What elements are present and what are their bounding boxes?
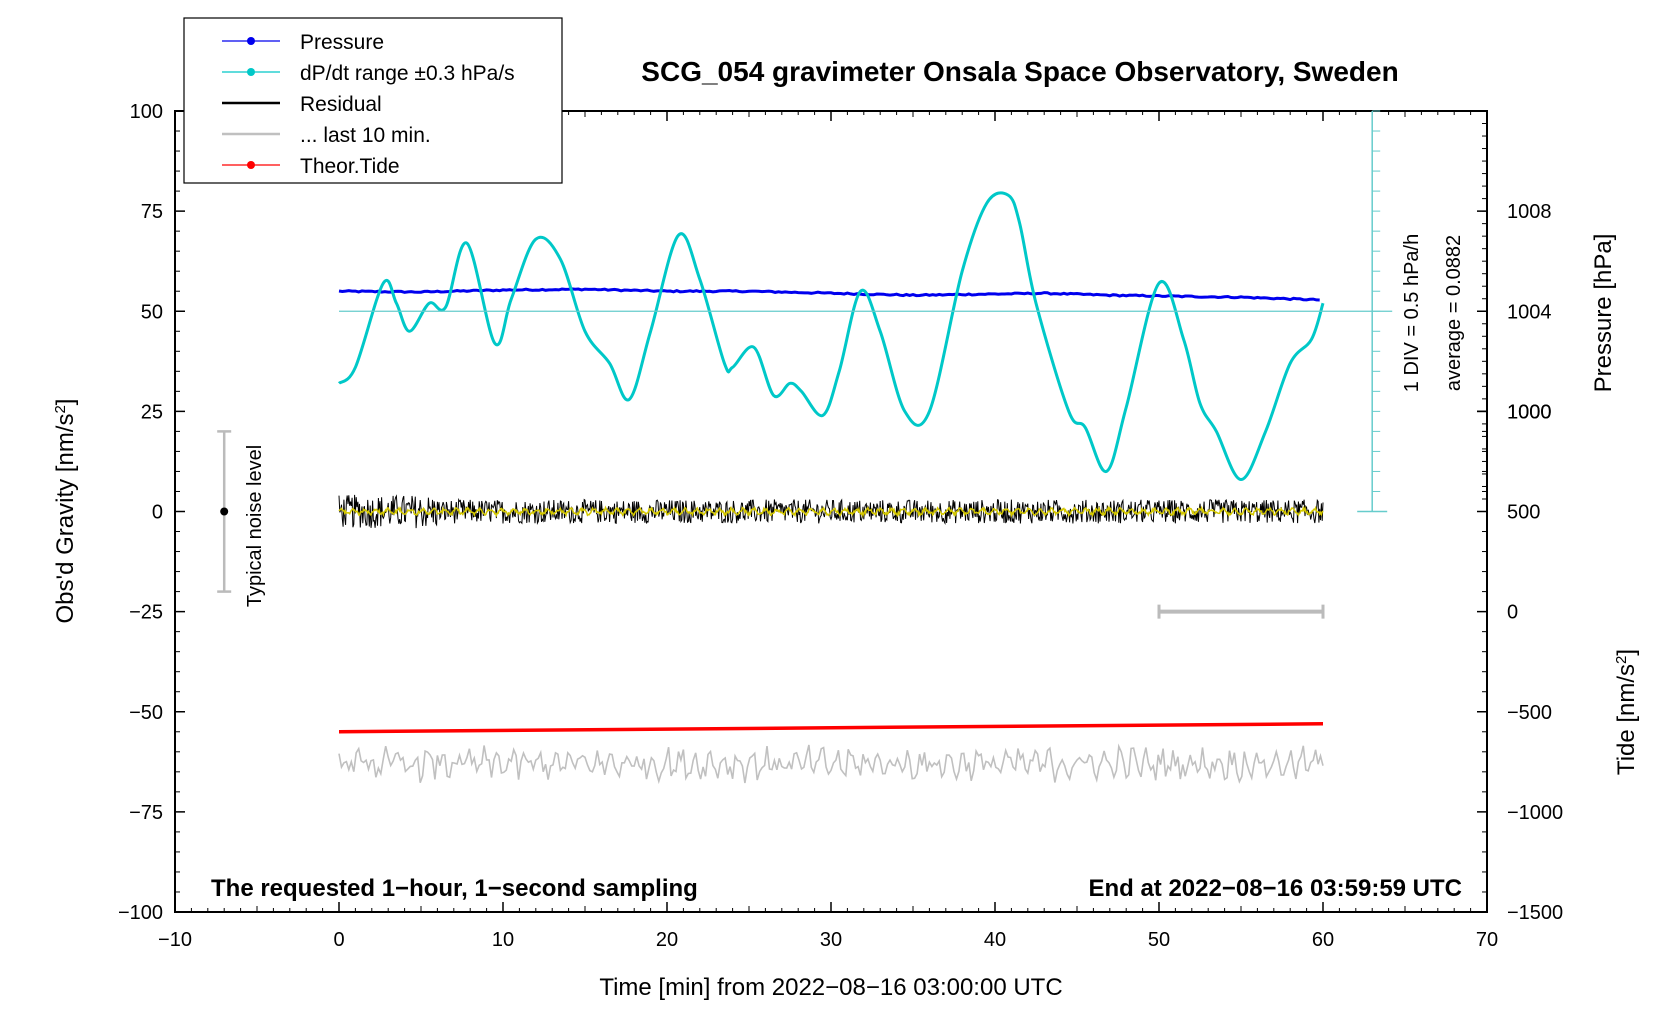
pressure-line <box>338 287 1320 302</box>
pressure-tick-label: 1008 <box>1507 201 1552 223</box>
y-tick-label: 75 <box>141 201 163 223</box>
pressure-tick-label: 1004 <box>1507 301 1552 323</box>
legend-swatch-marker <box>247 68 255 76</box>
x-tick-label: 20 <box>656 929 678 951</box>
tide-tick-label: −500 <box>1507 702 1552 724</box>
tide-line <box>338 722 1324 734</box>
x-tick-label: 60 <box>1312 929 1334 951</box>
x-tick-label: 10 <box>492 929 514 951</box>
legend-label: dP/dt range ±0.3 hPa/s <box>300 62 515 85</box>
y-tick-label: 25 <box>141 401 163 423</box>
end-time-note: End at 2022−08−16 03:59:59 UTC <box>1088 875 1462 902</box>
legend-items: Pressure dP/dt range ±0.3 hPa/s Residual..… <box>222 31 515 178</box>
x-tick-label: 0 <box>333 929 344 951</box>
scale-div-label: 1 DIV = 0.5 hPa/h <box>1401 234 1423 392</box>
tide-tick-label: 500 <box>1507 502 1540 524</box>
legend-label: Pressure <box>300 31 384 54</box>
legend-label: ... last 10 min. <box>300 124 431 147</box>
y-tick-label: −100 <box>118 902 163 924</box>
residual-line <box>338 494 1324 529</box>
x-tick-label: 50 <box>1148 929 1170 951</box>
legend-label: Theor.Tide <box>300 155 400 178</box>
y-tick-label: 0 <box>152 502 163 524</box>
y-axis-title: Obs'd Gravity [nm/s2] <box>52 399 80 624</box>
axis-ticks: −10 0 10 20 30 40 50 60 70−100−75−50−25025507510… <box>118 101 1563 951</box>
scale-average-label: average = 0.0882 <box>1443 235 1465 391</box>
dpdt-line <box>337 191 1325 482</box>
y-tick-label: −50 <box>129 702 163 724</box>
chart-title: SCG_054 gravimeter Onsala Space Observat… <box>641 56 1398 87</box>
legend-label: Residual <box>300 93 382 116</box>
x-tick-label: 30 <box>820 929 842 951</box>
y-tick-label: 100 <box>130 101 163 123</box>
pressure-tick-label: 1000 <box>1507 401 1552 423</box>
noise-level-label: Typical noise level <box>244 445 266 607</box>
tide-tick-label: −1000 <box>1507 802 1563 824</box>
last10-line <box>338 743 1324 785</box>
x-tick-label: 70 <box>1476 929 1498 951</box>
sampling-note: The requested 1−hour, 1−second sampling <box>211 875 698 902</box>
legend-box <box>183 17 563 184</box>
pressure-axis-title: Pressure [hPa] <box>1590 234 1617 393</box>
x-tick-label: −10 <box>158 929 192 951</box>
legend: Pressure dP/dt range ±0.3 hPa/s Residual..… <box>183 17 563 184</box>
tide-tick-label: −1500 <box>1507 902 1563 924</box>
tide-axis-title: Tide [nm/s2] <box>1613 649 1641 775</box>
y-tick-label: −25 <box>129 602 163 624</box>
y-tick-label: 50 <box>141 301 163 323</box>
data-series <box>337 191 1325 785</box>
residual-mean-line <box>338 505 1324 519</box>
legend-swatch-marker <box>247 161 255 169</box>
x-tick-label: 40 <box>984 929 1006 951</box>
tide-tick-label: 1000 <box>1507 401 1552 423</box>
x-axis-title: Time [min] from 2022−08−16 03:00:00 UTC <box>599 974 1062 1001</box>
y-tick-label: −75 <box>129 802 163 824</box>
annotations-graphics <box>217 110 1393 619</box>
tide-tick-label: 0 <box>1507 602 1518 624</box>
legend-swatch-marker <box>247 37 255 45</box>
noise-bar-center <box>220 507 229 516</box>
